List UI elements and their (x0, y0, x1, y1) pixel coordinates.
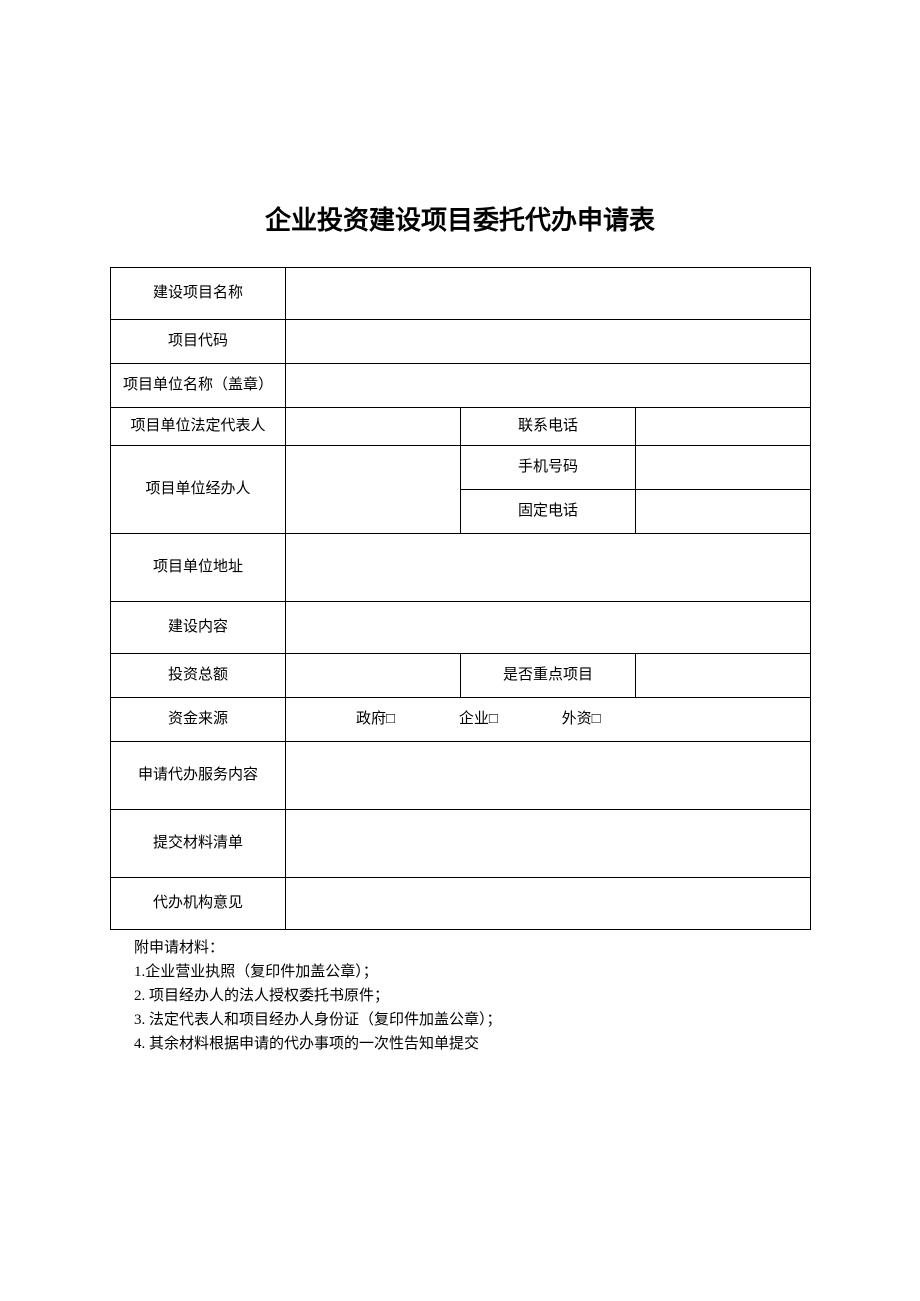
label-agency-opinion: 代办机构意见 (111, 878, 286, 930)
label-unit-name: 项目单位名称（盖章） (111, 364, 286, 408)
value-fixed-phone (636, 490, 811, 534)
label-project-name: 建设项目名称 (111, 268, 286, 320)
value-project-name (286, 268, 811, 320)
label-project-code: 项目代码 (111, 320, 286, 364)
value-material-list (286, 810, 811, 878)
value-project-code (286, 320, 811, 364)
value-service-content (286, 742, 811, 810)
notes-item-3: 3. 法定代表人和项目经办人身份证（复印件加盖公章）； (134, 1008, 810, 1032)
funding-foreign: 外资□ (562, 709, 601, 730)
value-total-investment (286, 654, 461, 698)
table-row: 项目单位法定代表人 联系电话 (111, 408, 811, 446)
label-mobile: 手机号码 (461, 446, 636, 490)
label-key-project: 是否重点项目 (461, 654, 636, 698)
table-row: 建设内容 (111, 602, 811, 654)
table-row: 建设项目名称 (111, 268, 811, 320)
label-legal-rep: 项目单位法定代表人 (111, 408, 286, 446)
value-mobile (636, 446, 811, 490)
table-row: 项目单位名称（盖章） (111, 364, 811, 408)
table-row: 投资总额 是否重点项目 (111, 654, 811, 698)
value-contact-phone (636, 408, 811, 446)
label-contact-phone: 联系电话 (461, 408, 636, 446)
notes-header: 附申请材料： (134, 936, 810, 960)
label-total-investment: 投资总额 (111, 654, 286, 698)
value-key-project (636, 654, 811, 698)
value-unit-name (286, 364, 811, 408)
value-legal-rep (286, 408, 461, 446)
table-row: 项目代码 (111, 320, 811, 364)
label-fixed-phone: 固定电话 (461, 490, 636, 534)
table-row: 代办机构意见 (111, 878, 811, 930)
label-handler: 项目单位经办人 (111, 446, 286, 534)
form-container: 企业投资建设项目委托代办申请表 建设项目名称 项目代码 项目单位名称（盖章） 项… (110, 200, 810, 1056)
label-funding-source: 资金来源 (111, 698, 286, 742)
value-funding-source: 政府□ 企业□ 外资□ (286, 698, 811, 742)
notes-section: 附申请材料： 1.企业营业执照（复印件加盖公章）； 2. 项目经办人的法人授权委… (110, 936, 810, 1056)
form-title: 企业投资建设项目委托代办申请表 (110, 200, 810, 237)
table-row: 项目单位经办人 手机号码 (111, 446, 811, 490)
value-unit-address (286, 534, 811, 602)
notes-item-2: 2. 项目经办人的法人授权委托书原件； (134, 984, 810, 1008)
label-construction-content: 建设内容 (111, 602, 286, 654)
notes-item-4: 4. 其余材料根据申请的代办事项的一次性告知单提交 (134, 1032, 810, 1056)
application-table: 建设项目名称 项目代码 项目单位名称（盖章） 项目单位法定代表人 联系电话 项目… (110, 267, 811, 930)
table-row: 申请代办服务内容 (111, 742, 811, 810)
value-handler (286, 446, 461, 534)
notes-item-1: 1.企业营业执照（复印件加盖公章）； (134, 960, 810, 984)
funding-enterprise: 企业□ (459, 709, 498, 730)
value-agency-opinion (286, 878, 811, 930)
funding-gov: 政府□ (356, 709, 395, 730)
label-service-content: 申请代办服务内容 (111, 742, 286, 810)
table-row: 项目单位地址 (111, 534, 811, 602)
table-row: 资金来源 政府□ 企业□ 外资□ (111, 698, 811, 742)
table-row: 提交材料清单 (111, 810, 811, 878)
label-material-list: 提交材料清单 (111, 810, 286, 878)
label-unit-address: 项目单位地址 (111, 534, 286, 602)
value-construction-content (286, 602, 811, 654)
